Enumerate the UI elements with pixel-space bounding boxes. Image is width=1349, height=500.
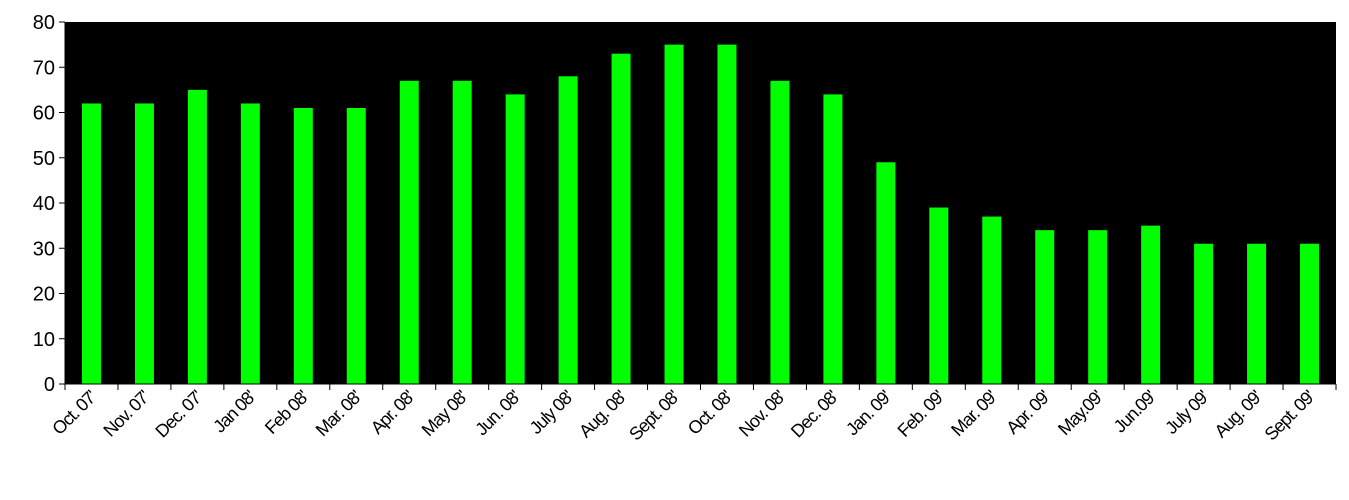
bar xyxy=(929,207,949,384)
x-ticks-group: Oct. 07' Nov. 07'Dec. 07' Jan 08' Feb 08' Ma… xyxy=(48,384,1337,444)
bar xyxy=(770,80,790,384)
bar xyxy=(1141,225,1161,385)
y-tick-label: 60 xyxy=(33,103,55,125)
x-tick-label: Mar. 09' xyxy=(947,386,1001,440)
bar xyxy=(982,216,1002,384)
bar xyxy=(1035,230,1055,384)
x-tick-label: Jan. 09' xyxy=(842,386,895,439)
bar xyxy=(452,80,472,384)
bar xyxy=(399,80,419,384)
bar xyxy=(293,107,313,384)
x-tick-label: Apr. 08' xyxy=(367,386,419,438)
x-tick-label: July 08' xyxy=(526,386,578,438)
y-tick-label: 0 xyxy=(44,374,55,396)
bar xyxy=(558,76,578,385)
x-tick-label: Sept. 08' xyxy=(625,386,683,444)
x-tick-label: Feb. 09' xyxy=(894,386,948,440)
bar xyxy=(1194,243,1214,384)
x-tick-label: Sept. 09' xyxy=(1261,386,1319,444)
bar xyxy=(1247,243,1267,384)
bar xyxy=(81,103,101,384)
bar xyxy=(717,44,737,385)
plot-area xyxy=(65,22,1336,384)
x-tick-label: Jan 08' xyxy=(209,386,259,436)
x-tick-label: Oct. 07' xyxy=(48,386,100,438)
x-tick-label: Feb 08' xyxy=(261,386,313,438)
x-tick-label: Aug. 09' xyxy=(1211,386,1266,441)
bar xyxy=(823,94,843,385)
y-tick-label: 20 xyxy=(33,284,55,306)
y-tick-label: 10 xyxy=(33,329,55,351)
y-ticks-group: 0 10 20 30 40 50 60 70 80 xyxy=(33,12,65,396)
x-tick-label: Jun. 08' xyxy=(471,386,524,439)
x-tick-label: Dec. 08' xyxy=(787,386,842,441)
x-tick-label: Jun.09' xyxy=(1110,386,1160,436)
bar xyxy=(187,89,207,385)
x-tick-label: Aug. 08' xyxy=(575,386,630,441)
bar xyxy=(876,162,896,384)
y-tick-label: 40 xyxy=(33,193,55,215)
bar xyxy=(664,44,684,385)
x-tick-label: Oct. 08' xyxy=(684,386,736,438)
x-tick-label: Dec. 07' xyxy=(151,386,206,441)
bars-group xyxy=(81,44,1320,385)
x-tick-label: May 08' xyxy=(418,386,472,440)
x-tick-label: Nov. 08' xyxy=(735,386,789,440)
bar xyxy=(1300,243,1320,384)
x-tick-label: July 09' xyxy=(1161,386,1213,438)
bar xyxy=(1088,230,1108,384)
x-tick-label: Mar. 08' xyxy=(312,386,366,440)
bar xyxy=(240,103,260,384)
y-tick-label: 30 xyxy=(33,238,55,260)
x-tick-label: Nov. 07' xyxy=(99,386,153,440)
bar xyxy=(346,107,366,384)
y-tick-label: 80 xyxy=(33,12,55,34)
bar xyxy=(611,53,631,385)
bar xyxy=(505,94,525,385)
y-tick-label: 50 xyxy=(33,148,55,170)
bar xyxy=(134,103,154,384)
x-tick-label: May.09' xyxy=(1054,386,1107,439)
x-tick-label: Apr. 09' xyxy=(1002,386,1054,438)
y-tick-label: 70 xyxy=(33,57,55,79)
